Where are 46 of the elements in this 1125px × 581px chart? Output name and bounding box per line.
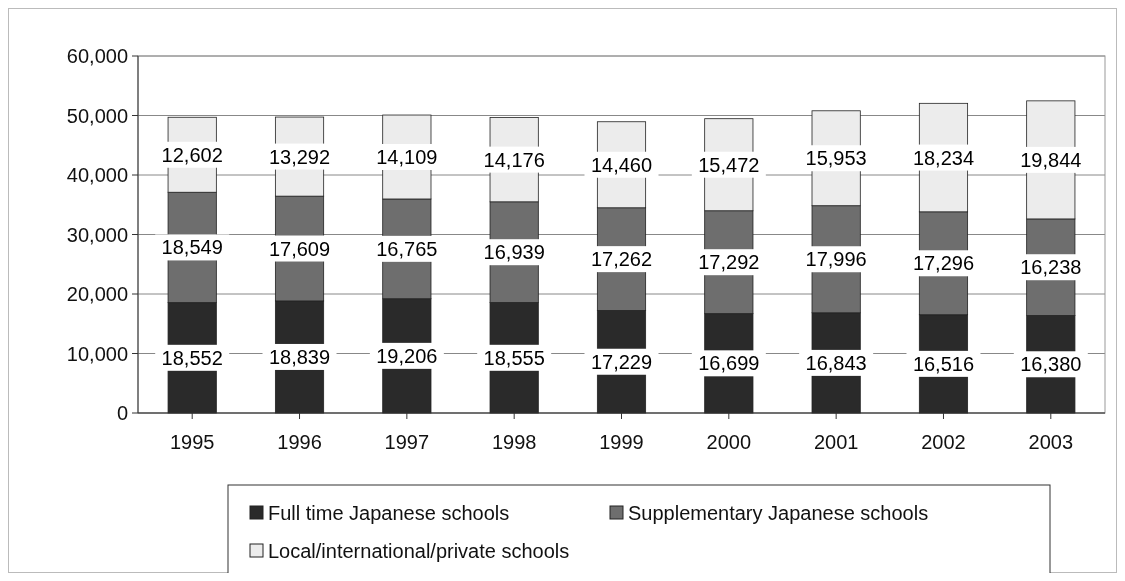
- data-label: 18,552: [161, 346, 223, 369]
- y-tick-label: 30,000: [66, 223, 128, 246]
- y-tick-label: 50,000: [66, 104, 128, 127]
- x-tick-label: 1997: [384, 431, 430, 453]
- x-tick-label: 2003: [1028, 431, 1074, 453]
- data-label: 18,234: [912, 146, 975, 169]
- data-label: 16,939: [483, 241, 545, 264]
- data-label: 14,460: [590, 153, 653, 176]
- data-label: 18,555: [483, 346, 545, 369]
- x-tick-label: 1995: [169, 431, 215, 453]
- y-tick-label: 40,000: [66, 164, 128, 186]
- data-label: 17,296: [912, 252, 975, 275]
- data-label: 17,609: [268, 237, 331, 260]
- x-tick-label: 2000: [706, 431, 752, 453]
- data-label: 17,229: [590, 350, 653, 373]
- data-label: 17,996: [805, 248, 867, 271]
- x-tick-label: 2001: [813, 431, 859, 453]
- data-label: 15,953: [805, 147, 867, 170]
- data-label: 13,292: [268, 145, 331, 168]
- data-label: 15,472: [698, 153, 760, 176]
- data-label: 16,843: [805, 351, 867, 374]
- data-label: 18,839: [268, 345, 331, 368]
- x-tick-label: 2002: [921, 431, 966, 453]
- data-label: 16,516: [912, 352, 975, 375]
- x-tick-label: 1998: [491, 431, 537, 453]
- y-tick-label: 10,000: [66, 342, 128, 365]
- legend-label: Supplementary Japanese schools: [628, 502, 929, 524]
- x-tick-label: 1996: [277, 431, 322, 453]
- data-label: 16,699: [698, 352, 760, 375]
- data-label: 17,262: [590, 248, 653, 271]
- data-label: 14,176: [483, 148, 545, 171]
- data-label: 19,844: [1020, 148, 1082, 171]
- y-tick-label: 20,000: [66, 283, 128, 305]
- data-label: 16,380: [1020, 353, 1082, 376]
- data-label: 19,206: [376, 344, 438, 367]
- legend-label: Local/international/private schools: [268, 540, 570, 562]
- y-tick-label: 60,000: [66, 45, 128, 67]
- x-tick-label: 1999: [599, 431, 644, 453]
- data-label: 18,549: [161, 236, 223, 259]
- data-label: 12,602: [161, 143, 223, 166]
- data-label: 14,109: [376, 146, 438, 168]
- legend-label: Full time Japanese schools: [268, 502, 510, 524]
- data-label: 16,765: [376, 237, 438, 260]
- y-tick-label: 0: [116, 402, 128, 424]
- data-label: 17,292: [698, 251, 760, 274]
- data-label: 16,238: [1020, 256, 1082, 279]
